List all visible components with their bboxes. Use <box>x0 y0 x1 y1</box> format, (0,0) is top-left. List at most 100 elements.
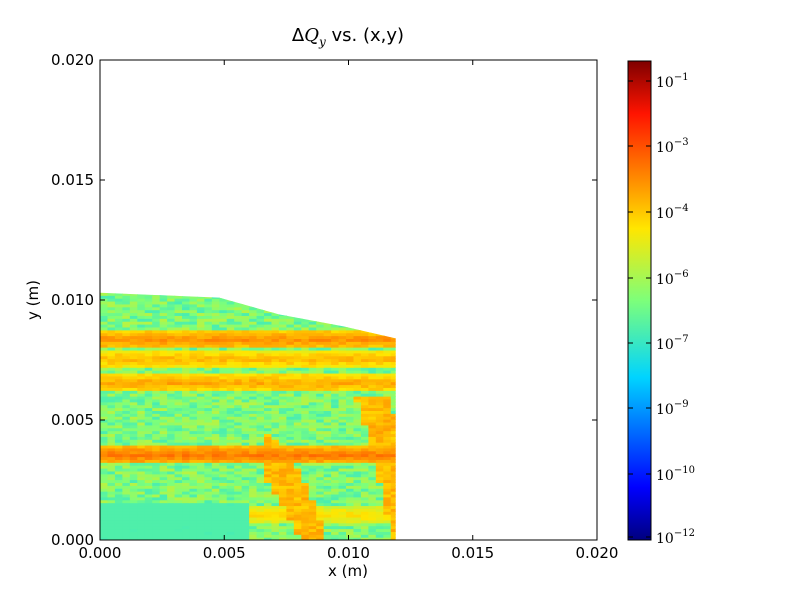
heatmap-cell <box>219 516 228 521</box>
heatmap-cell <box>107 468 116 472</box>
heatmap-cell <box>346 335 355 339</box>
heatmap-cell <box>241 522 250 527</box>
heatmap-cell <box>360 453 369 458</box>
heatmap-cell <box>182 396 191 400</box>
heatmap-cell <box>316 528 325 532</box>
heatmap-cell <box>137 355 146 360</box>
heatmap-cell <box>100 407 109 411</box>
heatmap-cell <box>375 341 384 345</box>
heatmap-cell <box>114 338 123 342</box>
heatmap-cell <box>174 424 183 429</box>
heatmap-cell <box>204 410 213 414</box>
heatmap-cell <box>383 364 392 368</box>
heatmap-cell <box>226 479 235 483</box>
heatmap-cell <box>211 390 220 394</box>
heatmap-cell <box>211 519 220 524</box>
heatmap-cell <box>114 511 123 515</box>
heatmap-cell <box>383 491 392 495</box>
heatmap-cell <box>196 410 205 414</box>
heatmap-cell <box>137 318 146 322</box>
heatmap-cell <box>204 493 213 498</box>
heatmap-cell <box>264 493 273 498</box>
heatmap-cell <box>375 537 384 540</box>
heatmap-cell <box>234 436 243 440</box>
heatmap-cell <box>383 462 392 466</box>
heatmap-cell <box>241 473 250 478</box>
heatmap-cell <box>219 326 228 331</box>
heatmap-cell <box>234 326 243 331</box>
heatmap-cell <box>152 522 161 527</box>
heatmap-cell <box>100 459 109 463</box>
heatmap-cell <box>152 462 161 466</box>
heatmap-cell <box>152 485 161 489</box>
heatmap-cell <box>182 306 191 311</box>
heatmap-cell <box>390 393 396 397</box>
heatmap-cell <box>264 352 273 357</box>
heatmap-cell <box>204 344 213 348</box>
heatmap-cell <box>360 410 369 414</box>
heatmap-cell <box>182 482 191 486</box>
heatmap-cell <box>278 479 287 483</box>
heatmap-cell <box>174 491 183 495</box>
heatmap-cell <box>167 344 176 348</box>
heatmap-cell <box>353 361 362 365</box>
heatmap-cell <box>293 381 302 386</box>
heatmap-cell <box>286 393 295 397</box>
heatmap-cell <box>219 352 228 357</box>
heatmap-cell <box>278 324 287 328</box>
heatmap-cell <box>107 525 116 530</box>
heatmap-cell <box>331 537 340 540</box>
heatmap-cell <box>368 528 377 532</box>
heatmap-cell <box>122 459 131 463</box>
heatmap-cell <box>338 444 347 449</box>
heatmap-cell <box>264 470 273 475</box>
heatmap-cell <box>226 447 235 452</box>
heatmap-cell <box>129 459 138 463</box>
heatmap-cell <box>323 496 332 501</box>
heatmap-cell <box>114 367 123 371</box>
heatmap-cell <box>308 419 317 423</box>
heatmap-cell <box>264 341 273 345</box>
heatmap-cell <box>264 459 273 463</box>
colorbar-tick-label: 10−4 <box>656 203 689 222</box>
heatmap-cell <box>383 479 392 483</box>
heatmap-cell <box>167 358 176 363</box>
heatmap-cell <box>323 528 332 532</box>
heatmap-cell <box>174 358 183 363</box>
heatmap-cell <box>167 375 176 380</box>
heatmap-cell <box>219 436 228 440</box>
heatmap-cell <box>174 502 183 507</box>
heatmap-cell <box>144 387 153 391</box>
heatmap-cell <box>293 531 302 535</box>
heatmap-cell <box>122 508 131 512</box>
heatmap-cell <box>331 361 340 365</box>
heatmap-cell <box>159 410 168 414</box>
heatmap-cell <box>114 436 123 440</box>
heatmap-cell <box>264 465 273 469</box>
heatmap-cell <box>226 519 235 524</box>
heatmap-cell <box>226 341 235 345</box>
heatmap-cell <box>159 396 168 400</box>
heatmap-cell <box>167 468 176 472</box>
heatmap-cell <box>383 499 392 504</box>
heatmap-cell <box>241 508 250 512</box>
heatmap-cell <box>353 525 362 530</box>
heatmap-cell <box>182 393 191 397</box>
heatmap-cell <box>137 364 146 368</box>
heatmap-cell <box>249 407 258 411</box>
heatmap-cell <box>293 396 302 400</box>
heatmap-cell <box>331 398 340 403</box>
heatmap-cell <box>249 519 258 524</box>
heatmap-cell <box>249 502 258 507</box>
heatmap-cell <box>219 413 228 417</box>
heatmap-cell <box>114 505 123 509</box>
heatmap-cell <box>182 318 191 322</box>
heatmap-cell <box>144 364 153 368</box>
heatmap-cell <box>360 534 369 538</box>
heatmap-cell <box>338 488 347 492</box>
heatmap-cell <box>331 453 340 458</box>
heatmap-cell <box>293 419 302 423</box>
heatmap-cell <box>249 488 258 492</box>
heatmap-cell <box>301 318 310 322</box>
heatmap-cell <box>144 525 153 530</box>
